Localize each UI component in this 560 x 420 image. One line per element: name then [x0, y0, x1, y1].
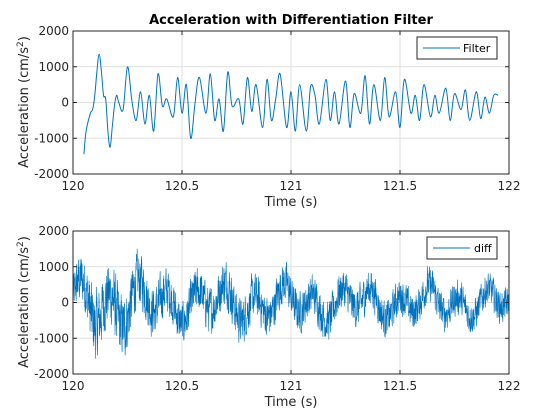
top-x-tick-label: 121 [280, 179, 303, 193]
bottom-y-tick-label: 1000 [38, 260, 69, 274]
top-legend: Filter [416, 36, 498, 60]
top-y-tick-label: -1000 [34, 131, 69, 145]
bottom-subplot: 120 120.5 121 121.5 122 -2000 -1000 0 1000 2000 T… [16, 224, 520, 410]
top-y-tick-label: -2000 [34, 167, 69, 181]
bottom-y-axis-label: Acceleration (cm/s2) [16, 236, 32, 368]
top-filter-series-line [83, 53, 499, 155]
bottom-legend: diff [426, 236, 498, 260]
bottom-ticks: 120 120.5 121 121.5 122 -2000 -1000 0 1000 2000 [34, 224, 520, 393]
bottom-x-tick-label: 120 [62, 379, 85, 393]
top-y-tick-label: 2000 [38, 24, 69, 38]
bottom-diff-series-line [73, 248, 509, 359]
top-subplot: 120 120.5 121 121.5 122 -2000 -1000 0 1000 2000 A… [16, 13, 520, 210]
bottom-x-tick-label: 122 [498, 379, 521, 393]
top-x-axis-label: Time (s) [264, 195, 318, 210]
top-y-tick-label: 0 [61, 96, 69, 110]
bottom-y-tick-label: 0 [61, 296, 69, 310]
top-x-tick-label: 122 [498, 179, 521, 193]
bottom-x-tick-label: 121 [280, 379, 303, 393]
bottom-legend-label: diff [474, 242, 492, 255]
bottom-y-tick-label: -2000 [34, 367, 69, 381]
bottom-x-axis-label: Time (s) [264, 395, 318, 410]
bottom-y-tick-label: 2000 [38, 224, 69, 238]
top-y-tick-label: 1000 [38, 60, 69, 74]
top-ticks: 120 120.5 121 121.5 122 -2000 -1000 0 1000 2000 [34, 24, 520, 193]
top-x-tick-label: 120 [62, 179, 85, 193]
top-x-tick-label: 121.5 [383, 179, 417, 193]
bottom-x-tick-label: 120.5 [165, 379, 199, 393]
bottom-x-tick-label: 121.5 [383, 379, 417, 393]
bottom-y-tick-label: -1000 [34, 331, 69, 345]
top-chart-title: Acceleration with Differentiation Filter [149, 13, 433, 28]
top-legend-label: Filter [463, 42, 491, 55]
top-x-tick-label: 120.5 [165, 179, 199, 193]
top-y-axis-label: Acceleration (cm/s2) [16, 36, 32, 168]
